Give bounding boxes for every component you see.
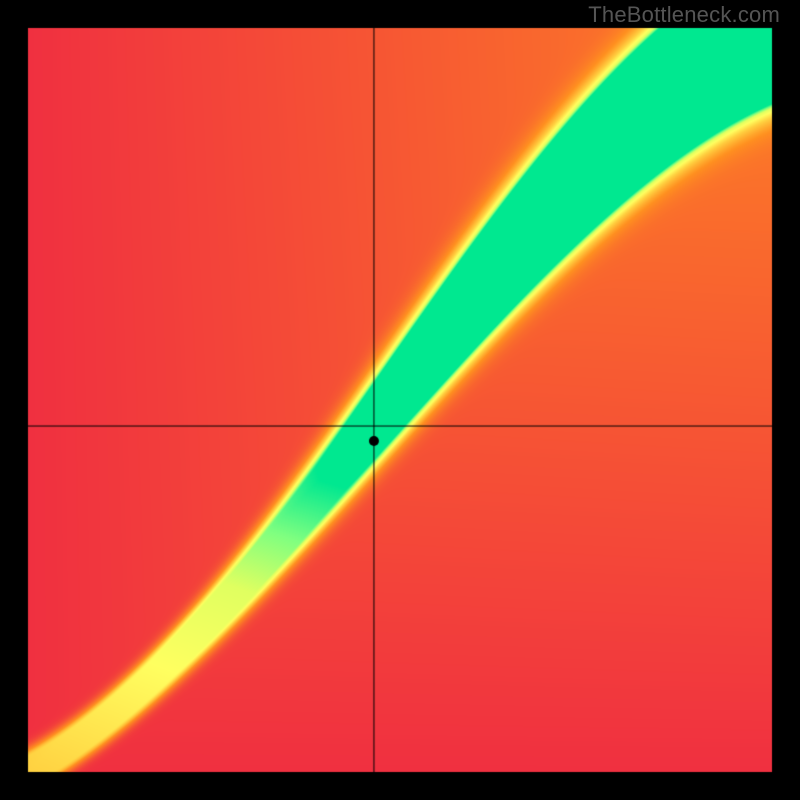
watermark-text: TheBottleneck.com — [588, 2, 780, 28]
chart-container: TheBottleneck.com — [0, 0, 800, 800]
bottleneck-heatmap — [0, 0, 800, 800]
